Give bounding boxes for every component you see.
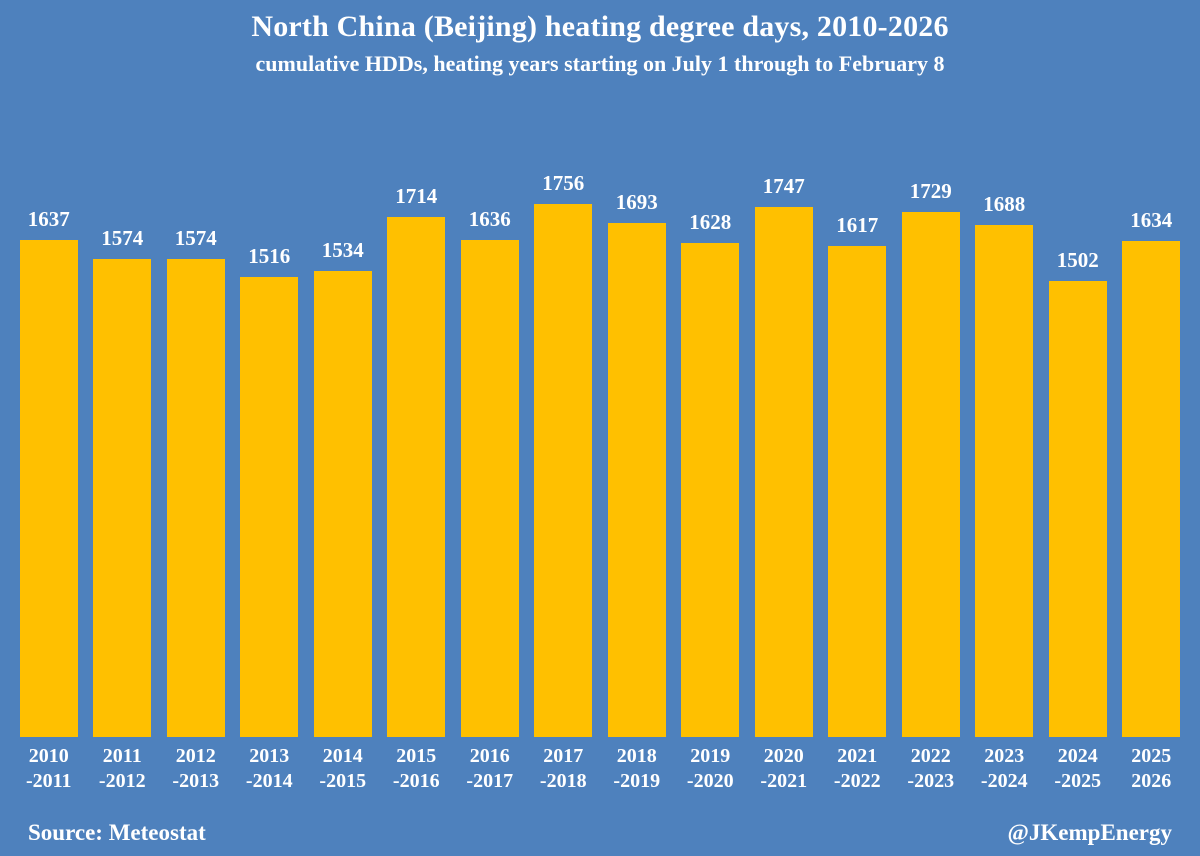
bar-value-label: 1502 <box>1056 248 1099 272</box>
bar-value-label: 1637 <box>27 207 70 231</box>
bar-value-label: 1634 <box>1130 208 1173 232</box>
bar-column: 1634 <box>1115 208 1189 737</box>
bar <box>313 271 372 737</box>
x-axis-label: 2010 -2011 <box>25 745 72 792</box>
bar-value-label: 1516 <box>248 244 291 268</box>
xaxis-row: 2010 -2011 2011 -2012 2012 -2013 2013 -2014… <box>12 744 1188 794</box>
bar-column: 1688 <box>968 192 1042 737</box>
bar-column: 1628 <box>674 210 748 737</box>
bar-column: 1729 <box>894 179 968 737</box>
bars-row: 1637 1574 1574 1516 1534 1714 1636 1756 1693 1628… <box>12 0 1188 737</box>
bar <box>607 223 666 737</box>
bar <box>534 204 593 737</box>
bar-column: 1502 <box>1041 248 1115 737</box>
chart-footer: Source: Meteostat @JKempEnergy <box>28 820 1172 846</box>
bar <box>1122 241 1181 737</box>
bar <box>240 277 299 737</box>
bar-column: 1516 <box>233 244 307 737</box>
x-axis-label: 2025 2026 <box>1131 745 1172 792</box>
x-axis-label: 2014 -2015 <box>319 745 367 792</box>
bar-value-label: 1534 <box>321 238 364 262</box>
bar-value-label: 1688 <box>983 192 1026 216</box>
x-axis-label: 2019 -2020 <box>686 745 734 792</box>
bar <box>681 243 740 737</box>
x-axis-label: 2017 -2018 <box>539 745 587 792</box>
x-axis-label: 2021 -2022 <box>833 745 881 792</box>
bar-column: 1636 <box>453 207 527 737</box>
bar-column: 1574 <box>86 226 160 737</box>
bar <box>828 246 887 737</box>
chart-subtitle: cumulative HDDs, heating years starting … <box>255 51 945 76</box>
bar <box>901 212 960 737</box>
bar-value-label: 1756 <box>542 171 585 195</box>
bar-column: 1574 <box>159 226 233 737</box>
bar-value-label: 1729 <box>909 179 952 203</box>
bar <box>19 240 78 737</box>
bar-column: 1617 <box>821 213 895 737</box>
x-axis-label: 2022 -2023 <box>907 745 955 792</box>
bar <box>460 240 519 737</box>
source-note: Source: Meteostat <box>28 820 206 845</box>
bar-value-label: 1747 <box>762 174 805 198</box>
x-axis-label: 2016 -2017 <box>466 745 514 792</box>
bar-value-label: 1693 <box>615 190 658 214</box>
x-axis-label: 2024 -2025 <box>1054 745 1102 792</box>
bar-column: 1637 <box>12 207 86 737</box>
bar <box>975 225 1034 737</box>
bar-value-label: 1714 <box>395 184 438 208</box>
bar-column: 1747 <box>747 174 821 737</box>
bar-column: 1714 <box>380 184 454 737</box>
x-axis-label: 2023 -2024 <box>980 745 1028 792</box>
bar <box>93 259 152 737</box>
bar-value-label: 1574 <box>101 226 144 250</box>
x-axis-label: 2015 -2016 <box>392 745 440 792</box>
x-axis-label: 2011 -2012 <box>98 745 146 792</box>
bar-value-label: 1628 <box>689 210 732 234</box>
x-axis-label: 2020 -2021 <box>760 745 808 792</box>
bar-value-label: 1574 <box>174 226 217 250</box>
x-axis-label: 2012 -2013 <box>172 745 220 792</box>
bar <box>166 259 225 737</box>
bar-value-label: 1636 <box>468 207 511 231</box>
bar-column: 1693 <box>600 190 674 737</box>
bar-column: 1534 <box>306 238 380 737</box>
author-credit: @JKempEnergy <box>1007 820 1173 845</box>
bar <box>1048 281 1107 737</box>
bar <box>387 217 446 737</box>
bar-value-label: 1617 <box>836 213 879 237</box>
bar-column: 1756 <box>527 171 601 737</box>
chart-title: North China (Beijing) heating degree day… <box>251 10 949 43</box>
bar <box>754 207 813 737</box>
x-axis-label: 2018 -2019 <box>613 745 661 792</box>
x-axis-label: 2013 -2014 <box>245 745 293 792</box>
